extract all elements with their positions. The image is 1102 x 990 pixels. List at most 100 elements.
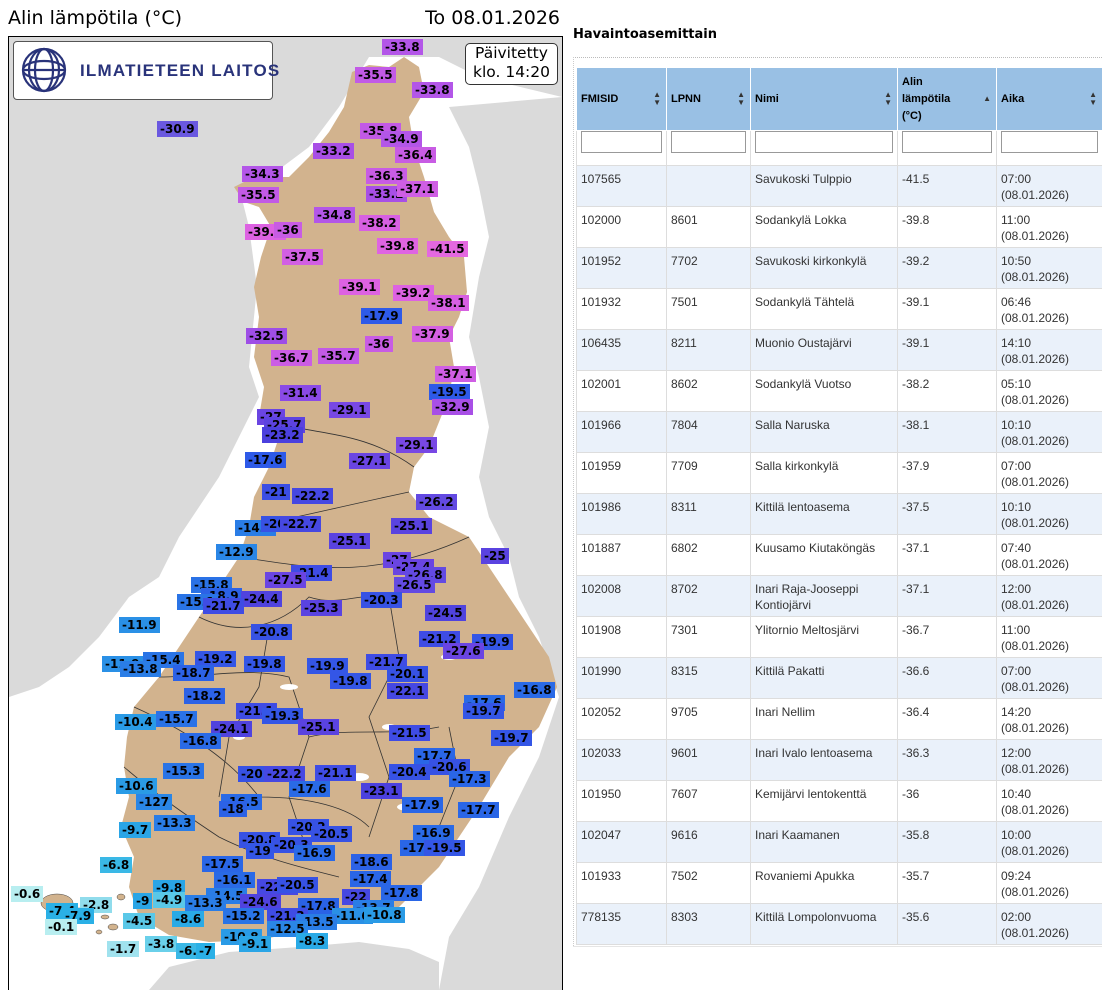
cell-lpnn: 8303 [667, 904, 751, 945]
cell-temperature: -35.6 [898, 904, 997, 945]
cell-lpnn: 8702 [667, 576, 751, 617]
cell-time-text: 11:00 [1001, 212, 1098, 228]
cell-nimi-text: Kittilä Lompolonvuoma [755, 904, 893, 925]
cell-time-wrap: 12:00(08.01.2026) [1001, 576, 1098, 613]
filter-input-lpnn[interactable] [671, 131, 746, 153]
cell-time: 10:40(08.01.2026) [997, 781, 1102, 822]
cell-time-text: 07:40 [1001, 540, 1098, 556]
column-header-aika-label: Aika [1001, 93, 1024, 105]
temperature-label: -27.5 [265, 572, 306, 588]
filter-input-alin-lampotila[interactable] [902, 131, 992, 153]
temperature-label: -25.3 [301, 600, 342, 616]
map-header: Alin lämpötila (°C) To 08.01.2026 [0, 0, 566, 36]
temperature-label: -37.1 [435, 366, 476, 382]
cell-temperature: -36.6 [898, 658, 997, 699]
cell-time-wrap: 10:10(08.01.2026) [1001, 494, 1098, 531]
cell-temperature-text: -35.8 [902, 822, 992, 843]
column-header-lpnn[interactable]: LPNN ▲▼ [667, 68, 751, 131]
cell-lpnn-text: 7804 [671, 412, 746, 433]
temperature-label: -19.8 [330, 673, 371, 689]
column-header-aika[interactable]: Aika ▲▼ [997, 68, 1102, 131]
cell-time: 09:24(08.01.2026) [997, 863, 1102, 904]
temperature-label: -32.9 [432, 399, 473, 415]
cell-date-text: (08.01.2026) [1001, 925, 1098, 941]
cell-lpnn: 7607 [667, 781, 751, 822]
sort-both-icon: ▲▼ [737, 91, 745, 107]
cell-lpnn: 6802 [667, 535, 751, 576]
cell-nimi-text: Kuusamo Kiutaköngäs [755, 535, 893, 556]
cell-nimi-text: Salla kirkonkylä [755, 453, 893, 474]
cell-date-text: (08.01.2026) [1001, 761, 1098, 777]
cell-nimi-text: Salla Naruska [755, 412, 893, 433]
cell-nimi: Savukoski kirkonkylä [751, 248, 898, 289]
temperature-label: -9 [133, 893, 152, 909]
cell-fmisid: 106435 [577, 330, 667, 371]
temperature-label: -25.1 [298, 719, 339, 735]
cell-fmisid: 101959 [577, 453, 667, 494]
cell-nimi: Salla Naruska [751, 412, 898, 453]
column-header-alin-lampotila[interactable]: Alin lämpötila (°C) ▲ [898, 68, 997, 131]
sort-both-icon: ▲▼ [653, 91, 661, 107]
cell-lpnn: 9616 [667, 822, 751, 863]
cell-lpnn-text: 7702 [671, 248, 746, 269]
cell-temperature: -35.8 [898, 822, 997, 863]
cell-time: 05:10(08.01.2026) [997, 371, 1102, 412]
cell-fmisid: 101933 [577, 863, 667, 904]
cell-fmisid: 778135 [577, 904, 667, 945]
cell-temperature-text: -36.6 [902, 658, 992, 679]
cell-time: 07:00(08.01.2026) [997, 453, 1102, 494]
temperature-label: -22.2 [264, 766, 305, 782]
temperature-map[interactable]: ILMATIETEEN LAITOS Päivitetty klo. 14:20… [8, 36, 563, 990]
temperature-label: -18 [219, 801, 247, 817]
cell-fmisid-text: 101959 [581, 453, 662, 474]
filter-input-nimi[interactable] [755, 131, 893, 153]
filter-input-fmisid[interactable] [581, 131, 662, 153]
cell-nimi-text: Rovaniemi Apukka [755, 863, 893, 884]
cell-time-wrap: 07:00(08.01.2026) [1001, 658, 1098, 695]
cell-time-text: 10:50 [1001, 253, 1098, 269]
cell-time: 14:10(08.01.2026) [997, 330, 1102, 371]
temperature-label: -8.6 [172, 911, 204, 927]
column-header-fmisid-label: FMISID [581, 93, 618, 105]
cell-lpnn-text: 7501 [671, 289, 746, 310]
cell-time: 11:00(08.01.2026) [997, 617, 1102, 658]
temperature-label: -35.5 [238, 187, 279, 203]
temperature-label: -38.1 [428, 295, 469, 311]
cell-time-wrap: 07:40(08.01.2026) [1001, 535, 1098, 572]
cell-temperature: -39.1 [898, 330, 997, 371]
cell-temperature: -36.4 [898, 699, 997, 740]
temperature-label: -10.4 [115, 714, 156, 730]
temperature-label: -13.3 [154, 815, 195, 831]
cell-date-text: (08.01.2026) [1001, 843, 1098, 859]
cell-time-text: 14:20 [1001, 704, 1098, 720]
cell-temperature-text: -38.2 [902, 371, 992, 392]
column-header-lpnn-label: LPNN [671, 93, 701, 105]
temperature-label: -16.8 [514, 682, 555, 698]
cell-temperature-text: -37.1 [902, 576, 992, 597]
cell-fmisid-text: 106435 [581, 330, 662, 351]
alin-line2: lämpötila [902, 93, 950, 105]
cell-temperature: -41.5 [898, 166, 997, 207]
cell-temperature: -37.5 [898, 494, 997, 535]
column-header-fmisid[interactable]: FMISID ▲▼ [577, 68, 667, 131]
temperature-label: -20.5 [311, 826, 352, 842]
cell-nimi-text: Savukoski Tulppio [755, 166, 893, 187]
cell-temperature: -39.2 [898, 248, 997, 289]
cell-nimi-text: Kittilä Pakatti [755, 658, 893, 679]
column-header-nimi[interactable]: Nimi ▲▼ [751, 68, 898, 131]
cell-temperature-text: -35.7 [902, 863, 992, 884]
temperature-label: -10.8 [364, 907, 405, 923]
cell-lpnn-text: 9705 [671, 699, 746, 720]
filter-input-aika[interactable] [1001, 131, 1098, 153]
cell-time-wrap: 12:00(08.01.2026) [1001, 740, 1098, 777]
station-table-panel[interactable]: FMISID ▲▼ LPNN ▲▼ Nimi ▲▼ Alin lämpötila… [573, 57, 1102, 954]
cell-lpnn: 7804 [667, 412, 751, 453]
cell-time-wrap: 10:50(08.01.2026) [1001, 248, 1098, 285]
